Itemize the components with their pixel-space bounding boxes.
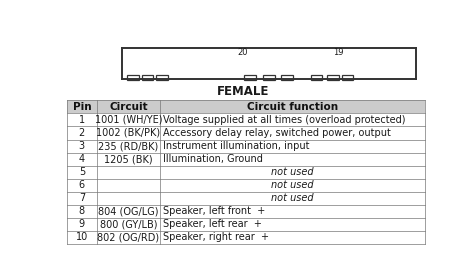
Text: 8: 8 [79,206,85,216]
Bar [156,75,168,80]
Bar [160,100,425,113]
Text: 1001 (WH/YE): 1001 (WH/YE) [95,115,162,125]
Text: Circuit function: Circuit function [246,102,338,112]
Bar [97,100,160,113]
Text: 10: 10 [76,232,88,242]
Text: Voltage supplied at all times (overload protected): Voltage supplied at all times (overload … [163,115,405,125]
Text: Speaker, left rear  +: Speaker, left rear + [163,219,262,229]
Bar [342,75,354,80]
Text: 235 (RD/BK): 235 (RD/BK) [98,141,158,151]
Text: 1: 1 [79,115,85,125]
Text: Speaker, right rear  +: Speaker, right rear + [163,232,269,242]
Text: 1205 (BK): 1205 (BK) [104,154,153,164]
Text: FEMALE: FEMALE [217,85,269,98]
Text: 20: 20 [237,48,248,58]
Text: not used: not used [271,193,314,203]
Bar [127,75,138,80]
Text: 4: 4 [79,154,85,164]
Text: Illumination, Ground: Illumination, Ground [163,154,263,164]
Text: Instrument illumination, input: Instrument illumination, input [163,141,309,151]
Text: Pin: Pin [73,102,91,112]
Text: 9: 9 [79,219,85,229]
Text: 804 (OG/LG): 804 (OG/LG) [98,206,159,216]
Text: 1002 (BK/PK): 1002 (BK/PK) [96,128,160,138]
Text: 2: 2 [79,128,85,138]
Text: 19: 19 [333,48,344,58]
Text: 3: 3 [79,141,85,151]
Text: 800 (GY/LB): 800 (GY/LB) [100,219,157,229]
Text: 6: 6 [79,180,85,190]
Bar [245,75,256,80]
Bar [66,100,97,113]
Bar [327,75,339,80]
Bar [281,75,293,80]
Text: not used: not used [271,167,314,177]
Text: Circuit: Circuit [109,102,148,112]
Bar [310,75,322,80]
Text: Speaker, left front  +: Speaker, left front + [163,206,265,216]
Bar [142,75,153,80]
Text: not used: not used [271,180,314,190]
Text: 5: 5 [79,167,85,177]
Text: 7: 7 [79,193,85,203]
Bar [263,75,274,80]
Text: 802 (OG/RD): 802 (OG/RD) [97,232,159,242]
Text: Accessory delay relay, switched power, output: Accessory delay relay, switched power, o… [163,128,391,138]
